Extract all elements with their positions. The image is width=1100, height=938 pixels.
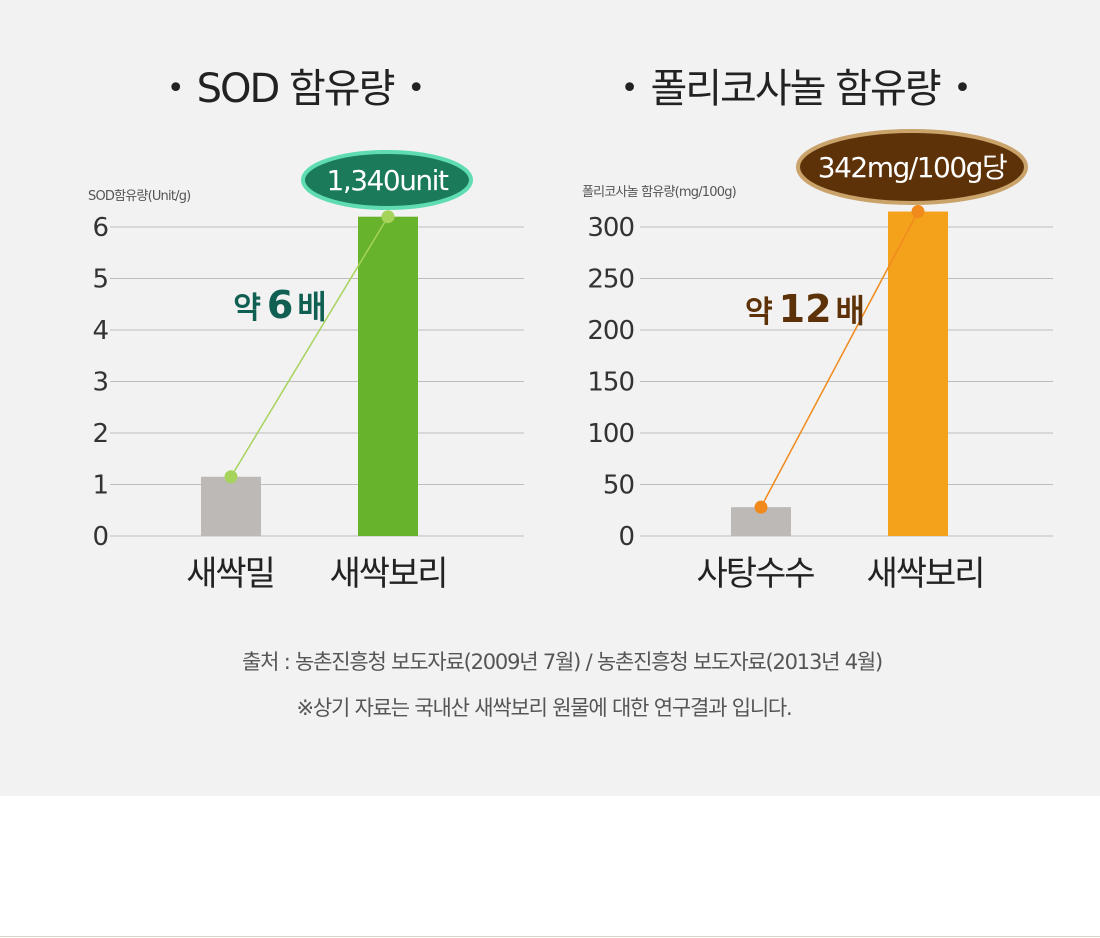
source-citation: 출처 : 농촌진흥청 보도자료(2009년 7월) / 농촌진흥청 보도자료(2… (241, 650, 883, 674)
y-tick-label: 0 (92, 522, 108, 552)
y-tick-label: 4 (92, 316, 108, 346)
ratio-label: 약 12 배 (745, 287, 865, 331)
y-tick-label: 0 (618, 522, 634, 552)
x-category-label: 새싹밀 (186, 554, 274, 594)
bottom-divider (0, 936, 1100, 937)
sod-title-text: SOD 함유량 (196, 66, 396, 112)
y-tick-label: 5 (92, 265, 108, 295)
y-tick-label: 200 (587, 316, 634, 346)
research-note: ※상기 자료는 국내산 새싹보리 원물에 대한 연구결과 입니다. (296, 696, 792, 720)
comparison-line (760, 211, 919, 508)
title-bullet: • (620, 71, 639, 106)
y-tick-label: 100 (587, 419, 634, 449)
bar-barley (888, 211, 948, 537)
sod-chart-title: • SOD 함유량 • (130, 54, 460, 124)
sod-axis-label: SOD함유량(Unit/g) (88, 189, 191, 204)
sod-chart: 0 1 2 3 4 5 6 새싹밀 새싹보리 약 6 배 1,340unit (92, 150, 524, 594)
value-callout-bubble (796, 129, 1028, 205)
comparison-dot (754, 500, 768, 514)
y-tick-label: 3 (92, 368, 108, 398)
bar-barley (358, 216, 418, 536)
charts-canvas: 0 1 2 3 4 5 6 새싹밀 새싹보리 약 6 배 1,340unit 0 50 100 150 200 25… (92, 129, 1053, 594)
y-tick-label: 2 (92, 419, 108, 449)
y-tick-label: 250 (587, 265, 634, 295)
bar-comparison (201, 476, 261, 536)
title-bullet: • (953, 71, 972, 106)
comparison-dot (224, 470, 238, 484)
value-callout-bubble (301, 150, 473, 210)
comparison-dot (911, 205, 925, 219)
comparison-line (230, 216, 389, 478)
value-callout-text: 1,340unit (327, 164, 449, 197)
x-category-label: 새싹보리 (866, 554, 983, 594)
policosanol-chart: 0 50 100 150 200 250 300 사탕수수 새싹보리 약 12 배 342mg/100g… (587, 129, 1053, 594)
x-category-label: 새싹보리 (329, 554, 446, 594)
y-tick-label: 1 (92, 471, 108, 501)
policosanol-chart-title: • 폴리코사놀 함유량 • (570, 54, 1020, 124)
title-bullet: • (166, 71, 185, 106)
policosanol-axis-label: 폴리코사놀 함유량(mg/100g) (582, 185, 737, 200)
value-callout-text: 342mg/100g당 (818, 151, 1007, 184)
y-tick-label: 300 (587, 213, 634, 243)
y-tick-label: 6 (92, 213, 108, 243)
y-tick-label: 50 (603, 471, 634, 501)
y-tick-label: 150 (587, 368, 634, 398)
x-category-label: 사탕수수 (696, 554, 814, 594)
comparison-dot (381, 210, 395, 224)
title-bullet: • (407, 71, 425, 106)
policosanol-title-text: 폴리코사놀 함유량 (650, 66, 941, 112)
